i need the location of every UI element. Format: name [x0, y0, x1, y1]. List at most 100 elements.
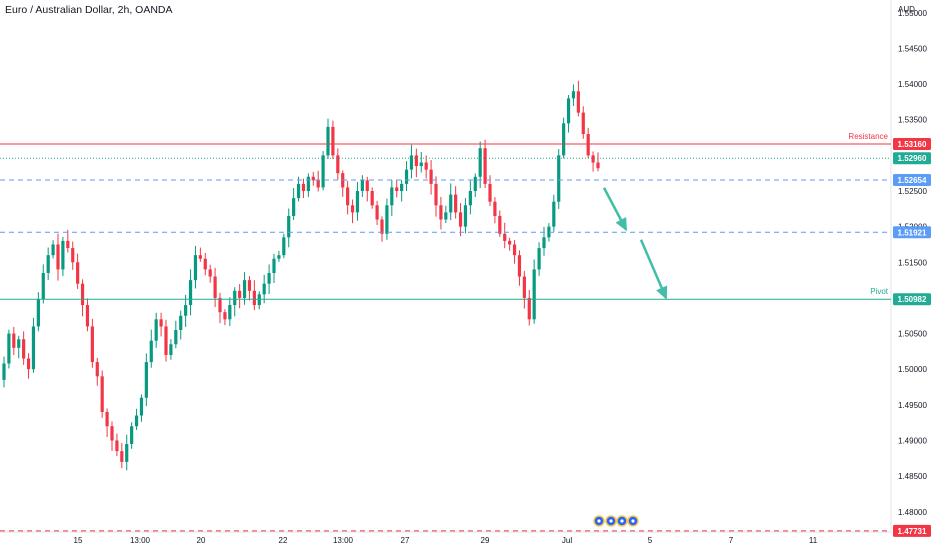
- resistance-label: Resistance: [848, 132, 888, 141]
- candle-body: [179, 315, 183, 331]
- candle-body: [321, 155, 325, 188]
- candle-body: [346, 187, 350, 206]
- candle-body: [22, 339, 26, 359]
- candle-body: [355, 191, 360, 213]
- price-tick-label: 1.50500: [898, 330, 927, 339]
- candle-body: [439, 205, 443, 220]
- pivot-price-tag[interactable]: [893, 293, 931, 306]
- candle-body: [375, 205, 379, 220]
- candle-body: [95, 362, 99, 377]
- time-tick-label: 13:00: [333, 536, 354, 545]
- level1-price-tag[interactable]: [893, 174, 931, 187]
- candle-body: [213, 276, 217, 298]
- candle-body: [458, 212, 463, 227]
- candle-body: [26, 358, 31, 370]
- time-tick-label: 13:00: [130, 536, 151, 545]
- price-axis[interactable]: [891, 0, 932, 550]
- candle-body: [31, 326, 36, 370]
- chart-title: Euro / Australian Dollar, 2h, OANDA: [5, 4, 173, 16]
- candle-body: [488, 183, 492, 202]
- event-flag-icon-dot: [620, 519, 624, 523]
- resistance-price-tag[interactable]: [893, 137, 931, 150]
- low-price-tag[interactable]: [893, 524, 931, 537]
- time-tick-label: 20: [197, 536, 206, 545]
- candle-body: [478, 148, 482, 177]
- candle-body: [51, 244, 55, 256]
- candle-body: [169, 344, 173, 355]
- candle-body: [576, 91, 580, 113]
- candle-body: [385, 205, 389, 234]
- candle-body: [7, 333, 11, 364]
- event-flag-icon-dot: [597, 519, 601, 523]
- candle-body: [76, 262, 80, 284]
- candle-body: [139, 397, 144, 416]
- candle-body: [331, 126, 335, 156]
- candle-body: [429, 169, 433, 184]
- candle-body: [17, 339, 21, 348]
- candle-body: [395, 187, 399, 192]
- candle-body: [571, 91, 576, 99]
- candle-body: [542, 237, 546, 249]
- candle-body: [468, 191, 472, 206]
- candle-body: [262, 283, 266, 295]
- pivot-label: Pivot: [870, 287, 889, 296]
- price-tick-label: 1.49500: [898, 401, 927, 410]
- candle-body: [36, 299, 40, 327]
- candle-body: [2, 363, 6, 380]
- candle-body: [380, 219, 384, 234]
- candle-body: [110, 426, 114, 441]
- candle-body: [414, 155, 418, 167]
- price-tick-label: 1.49000: [898, 436, 927, 445]
- candle-body: [80, 283, 85, 306]
- candle-body: [424, 162, 428, 170]
- time-tick-label: 22: [279, 536, 288, 545]
- candle-body: [581, 112, 585, 134]
- candle-body: [434, 183, 438, 206]
- candle-body: [454, 194, 458, 213]
- candle-body: [527, 297, 531, 320]
- candle-body: [174, 330, 178, 345]
- candle-body: [41, 272, 45, 300]
- candle-body: [483, 148, 487, 184]
- price-tick-label: 1.48500: [898, 472, 927, 481]
- candle-body: [591, 155, 595, 163]
- candle-body: [164, 326, 168, 355]
- candle-body: [508, 240, 512, 245]
- candle-body: [463, 205, 468, 227]
- candle-body: [311, 176, 315, 181]
- time-tick-label: 29: [481, 536, 490, 545]
- candle-body: [498, 215, 502, 234]
- candle-body: [552, 201, 556, 227]
- candle-body: [125, 444, 129, 462]
- candle-body: [537, 248, 541, 270]
- candle-body: [360, 180, 364, 192]
- candle-body: [419, 162, 423, 167]
- level2-price-tag[interactable]: [893, 226, 931, 239]
- candle-body: [242, 280, 247, 298]
- candle-body: [306, 176, 310, 192]
- candle-body: [228, 305, 232, 320]
- candle-body: [130, 426, 134, 445]
- candle-body: [409, 155, 414, 170]
- candle-body: [85, 305, 90, 327]
- candle-body: [208, 269, 212, 277]
- price-tick-label: 1.48000: [898, 508, 927, 517]
- candle-body: [61, 240, 65, 270]
- candle-body: [503, 233, 507, 241]
- resistance-price-tag-text: 1.53160: [898, 140, 927, 149]
- time-tick-label: 11: [809, 536, 818, 545]
- candle-body: [522, 276, 526, 298]
- candle-body: [144, 362, 148, 398]
- pivot-price-tag-text: 1.50982: [898, 295, 927, 304]
- current-price-tag-text: 1.52960: [898, 154, 927, 163]
- candle-body: [566, 98, 571, 124]
- candle-body: [301, 183, 306, 192]
- candle-body: [449, 194, 453, 213]
- candle-body: [105, 411, 109, 427]
- candle-body: [336, 155, 340, 174]
- candle-body: [444, 212, 448, 220]
- candle-body: [149, 340, 153, 363]
- candle-body: [473, 176, 477, 192]
- current-price-tag[interactable]: [893, 152, 931, 165]
